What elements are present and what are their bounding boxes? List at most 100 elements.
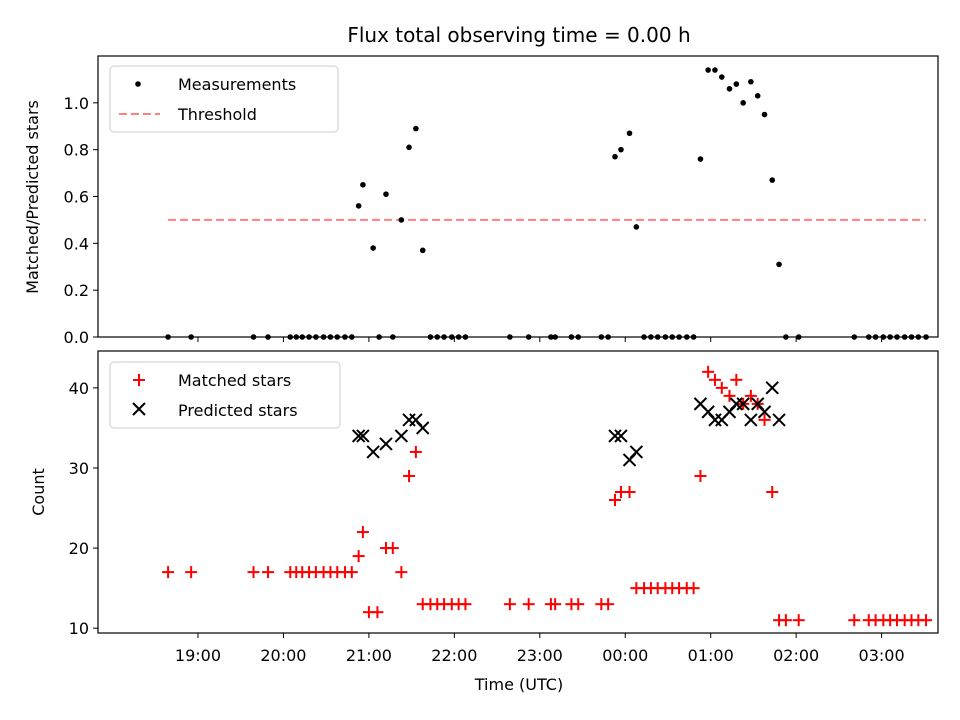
measurement-point xyxy=(733,81,740,87)
bottom-legend: Matched stars Predicted stars xyxy=(109,361,341,429)
measurement-point xyxy=(740,100,746,106)
predicted-star-point xyxy=(744,413,758,427)
x-tick-label: 22:00 xyxy=(431,646,477,665)
measurement-point xyxy=(769,177,776,183)
top-legend: Measurements Threshold xyxy=(109,65,339,133)
matched-star-point xyxy=(623,486,636,498)
measurement-point xyxy=(342,334,348,340)
matched-star-point xyxy=(572,598,585,611)
legend-predicted-label: Predicted stars xyxy=(178,401,298,420)
top-y-tick-label: 0.2 xyxy=(64,281,89,300)
measurement-point xyxy=(287,334,294,340)
measurement-point xyxy=(320,334,327,340)
measurement-point xyxy=(908,334,915,340)
legend-matched-marker xyxy=(133,374,145,386)
x-tick-label: 23:00 xyxy=(517,646,563,665)
legend-predicted-marker xyxy=(132,402,146,416)
measurement-point xyxy=(360,181,366,188)
matched-star-point xyxy=(162,566,175,579)
predicted-star-point xyxy=(416,421,430,435)
predicted-star-point xyxy=(614,429,628,443)
matched-star-point xyxy=(694,469,707,482)
measurement-point xyxy=(851,334,858,340)
x-tick-label: 03:00 xyxy=(859,646,905,665)
matched-star-point xyxy=(345,566,358,579)
measurement-point xyxy=(901,334,908,340)
measurement-point xyxy=(306,334,312,340)
matched-star-point xyxy=(503,598,516,611)
bottom-panel: 10 20 30 40 19:00 20:00 21:00 22:00 23:00 00:00 0… xyxy=(29,350,939,694)
measurement-point xyxy=(676,334,682,340)
matched-star-point xyxy=(708,373,721,386)
measurement-point xyxy=(390,334,396,340)
predicted-star-point xyxy=(351,429,366,443)
predicted-star-point xyxy=(394,429,409,443)
measurement-point xyxy=(455,334,462,340)
measurement-point xyxy=(575,334,582,340)
matched-star-point xyxy=(247,566,260,579)
measurement-point xyxy=(748,78,754,85)
x-tick-label: 01:00 xyxy=(688,646,734,665)
measurement-point xyxy=(776,261,782,268)
measurement-point xyxy=(427,334,434,340)
x-tick-label: 02:00 xyxy=(773,646,819,665)
matched-star-point xyxy=(602,598,615,611)
measurement-point xyxy=(525,334,532,340)
measurement-point xyxy=(348,334,355,340)
top-y-tick-label: 0.8 xyxy=(64,141,89,160)
measurement-point xyxy=(265,334,271,340)
bottom-x-axis: 19:00 20:00 21:00 22:00 23:00 00:00 01:00 02:00… xyxy=(175,633,905,665)
matched-star-point xyxy=(352,550,365,563)
measurement-point xyxy=(507,334,513,340)
matched-star-point xyxy=(371,606,384,619)
measurement-point xyxy=(448,334,455,340)
matched-star-point xyxy=(549,598,562,611)
predicted-star-point xyxy=(708,413,722,427)
predicted-star-point xyxy=(356,429,370,443)
top-y-axis: 0.0 0.2 0.4 0.6 0.8 1.0 xyxy=(64,94,98,347)
measurement-point xyxy=(683,334,690,340)
measurement-point xyxy=(872,334,879,340)
predicted-star-point xyxy=(772,413,786,427)
measurement-point xyxy=(690,334,697,340)
x-tick-label: 20:00 xyxy=(260,646,306,665)
measurement-point xyxy=(894,334,900,340)
predicted-star-point xyxy=(402,413,416,427)
matched-star-point xyxy=(730,373,743,386)
measurement-point xyxy=(299,334,306,340)
measurement-point xyxy=(865,334,872,340)
measurement-point xyxy=(662,334,669,340)
top-y-axis-label: Matched/Predicted stars xyxy=(23,100,42,294)
measurement-point xyxy=(612,153,618,160)
matched-star-point xyxy=(409,445,422,458)
measurement-point xyxy=(719,74,725,80)
predicted-star-point xyxy=(765,381,779,395)
measurement-point xyxy=(552,334,558,340)
matched-star-point xyxy=(459,598,472,611)
bottom-points-layer xyxy=(162,365,933,627)
matched-star-point xyxy=(386,542,399,555)
matched-star-point xyxy=(792,614,805,627)
measurement-point xyxy=(648,334,654,340)
matched-star-point xyxy=(262,566,275,579)
matched-star-point xyxy=(522,598,535,611)
matched-star-point xyxy=(608,494,621,507)
measurement-point xyxy=(618,146,624,153)
measurement-point xyxy=(413,125,419,132)
legend-matched-label: Matched stars xyxy=(178,371,291,390)
measurement-point xyxy=(887,334,893,340)
measurement-point xyxy=(462,334,469,340)
predicted-star-point xyxy=(366,445,380,459)
measurement-point xyxy=(370,245,376,251)
matched-star-point xyxy=(687,582,700,595)
matched-star-point xyxy=(920,614,933,627)
measurement-point xyxy=(712,67,718,73)
measurement-point xyxy=(398,217,405,223)
measurement-point xyxy=(795,334,802,340)
top-x-ticks xyxy=(197,337,883,342)
measurement-point xyxy=(327,334,334,340)
measurement-point xyxy=(376,334,382,340)
measurement-point xyxy=(548,334,554,340)
x-tick-label: 19:00 xyxy=(175,646,221,665)
matched-star-point xyxy=(848,614,861,627)
